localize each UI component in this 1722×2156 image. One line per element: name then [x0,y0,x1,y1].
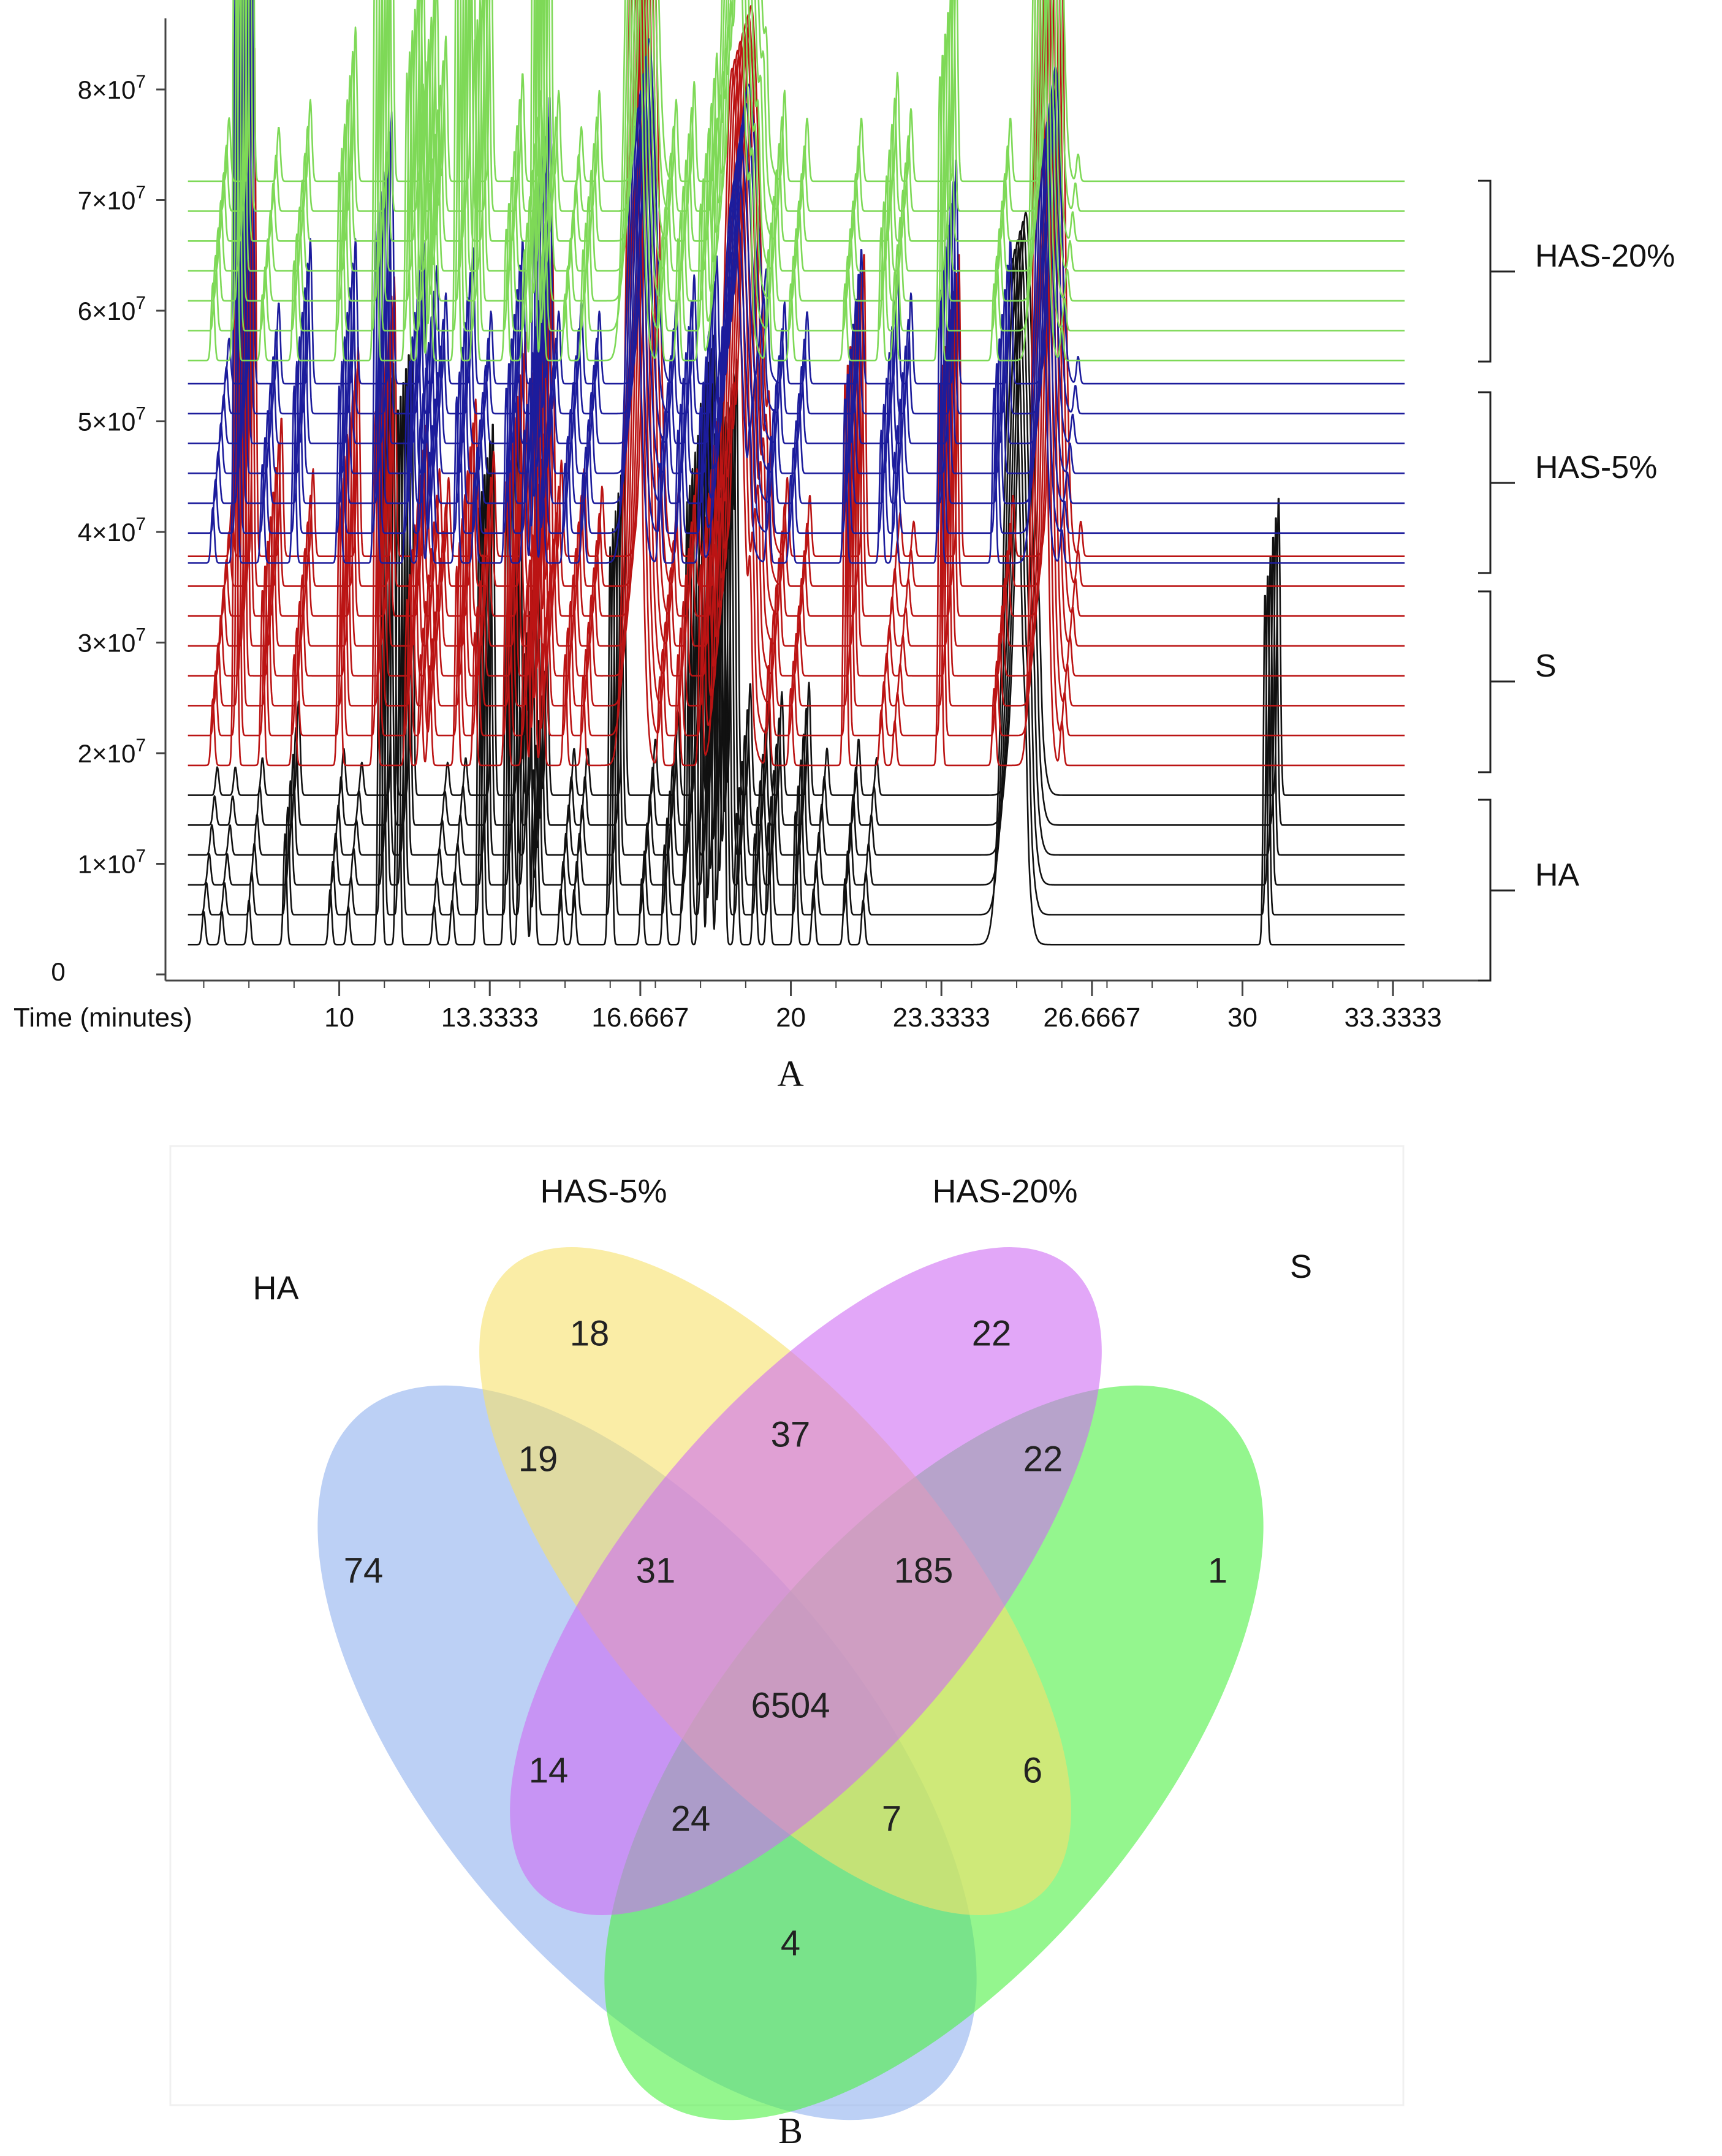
trace-S-5 [188,0,1405,647]
trace-S-7 [188,0,1405,587]
venn-set-label-ha: HA [252,1270,298,1307]
series-HAS-20% [188,0,1405,362]
chromatogram-traces [188,0,1405,946]
y-axis-ticks: 0 1×107 2×107 3×107 4×107 5×107 6×107 7×107 8×10… [51,72,165,986]
y-tick-label: 7×107 [78,183,146,215]
bracket-label-s: S [1535,648,1557,684]
venn-count-ha-has20-s: 24 [671,1799,711,1839]
y-tick-label: 6×107 [78,293,146,325]
venn-count-ha-has20: 14 [529,1750,569,1790]
trace-S-8 [188,0,1405,558]
venn-count-ha-has5-s: 7 [882,1799,901,1839]
x-tick-label: 23.3333 [893,1003,990,1033]
trace-HAS-20%-5 [188,0,1405,242]
venn-set-label-s: S [1290,1248,1312,1285]
trace-HA-6 [188,211,1405,796]
x-tick-label: 13.3333 [441,1003,539,1033]
venn-count-has20-s: 22 [1023,1439,1063,1479]
y-tick-label: 1×107 [78,846,146,879]
venn-count-ha-has5: 19 [518,1439,558,1479]
trace-HA-3 [188,239,1405,886]
trace-HAS-5%-5 [188,0,1405,444]
y-tick-label: 4×107 [78,514,146,547]
venn-count-all: 6504 [751,1685,830,1725]
x-tick-label: 16.6667 [591,1003,689,1033]
x-tick-label: 33.3333 [1345,1003,1442,1033]
venn-panel: HA HAS-5% HAS-20% S 74 18 22 1 19 37 22 … [169,1145,1405,2151]
venn-set-label-has20: HAS-20% [932,1173,1077,1210]
bracket-ha: HA [1478,799,1580,982]
chromatogram-panel: 0 1×107 2×107 3×107 4×107 5×107 6×107 7×107 8×10… [13,0,1675,1094]
trace-HAS-5%-3 [188,0,1405,504]
trace-HAS-20%-4 [188,0,1405,272]
venn-ellipse-has20 [510,1247,1102,1915]
x-axis-label: Time (minutes) [13,1003,192,1033]
y-tick-label: 5×107 [78,404,146,436]
venn-count-ha-s: 4 [781,1923,800,1963]
trace-HAS-5%-1 [188,0,1405,564]
trace-S-2 [188,0,1405,737]
x-tick-label: 30 [1227,1003,1257,1033]
venn-count-has20-only: 22 [972,1313,1012,1353]
y-tick-label: 2×107 [78,735,146,768]
bracket-has20: HAS-20% [1478,180,1675,363]
trace-S-1 [188,0,1405,767]
venn-set-label-has5: HAS-5% [540,1173,667,1210]
series-HAS-5% [188,0,1405,564]
trace-HAS-5%-2 [188,0,1405,534]
series-S [188,0,1405,767]
trace-HAS-20%-1 [188,0,1405,362]
x-axis-ticks: 10 13.3333 16.6667 20 23.3333 26.6667 30 33.333… [203,981,1442,1033]
trace-S-3 [188,0,1405,707]
x-tick-label: 26.6667 [1043,1003,1140,1033]
y-tick-label: 8×107 [78,72,146,104]
venn-count-has5-only: 18 [570,1313,610,1353]
bracket-label-has5: HAS-5% [1535,450,1657,485]
venn-count-has5-has20: 37 [771,1414,811,1454]
bracket-has5: HAS-5% [1478,391,1657,574]
trace-HAS-5%-6 [188,0,1405,415]
trace-HAS-5%-4 [188,0,1405,474]
venn-count-s-only: 1 [1208,1551,1227,1590]
x-tick-label: 20 [776,1003,806,1033]
panel-label-b: B [778,2111,803,2151]
bracket-s: S [1478,590,1557,773]
trace-S-6 [188,0,1405,617]
trace-HAS-5%-7 [188,0,1405,385]
series-HA [188,211,1405,946]
x-tick-label: 10 [324,1003,354,1033]
venn-count-has5-s: 6 [1023,1750,1042,1790]
venn-count-has5-has20-s: 185 [894,1551,954,1590]
panel-label-a: A [777,1053,803,1094]
trace-HAS-20%-7 [188,0,1405,183]
y-tick-label: 0 [51,957,65,986]
bracket-label-ha: HA [1535,857,1580,893]
trace-HAS-20%-2 [188,0,1405,332]
trace-HAS-20%-3 [188,0,1405,302]
trace-HAS-20%-6 [188,0,1405,212]
y-tick-label: 3×107 [78,625,146,658]
trace-HA-2 [188,248,1405,916]
bracket-label-has20: HAS-20% [1535,238,1675,274]
venn-count-ha-has5-has20: 31 [636,1551,676,1590]
trace-S-4 [188,0,1405,677]
venn-count-ha-only: 74 [344,1551,384,1590]
